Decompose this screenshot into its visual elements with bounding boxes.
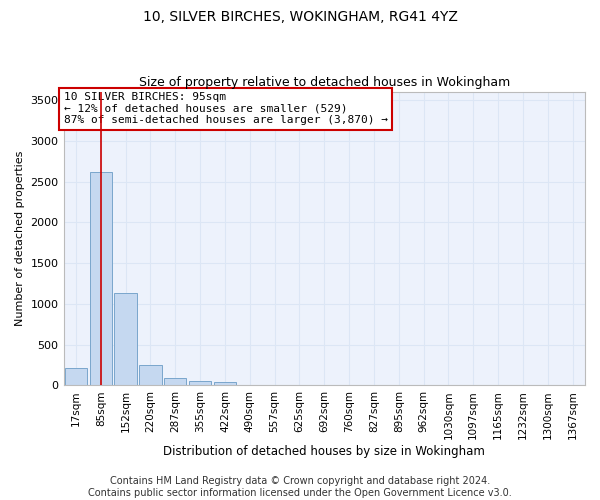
Bar — [189, 381, 211, 386]
Title: Size of property relative to detached houses in Wokingham: Size of property relative to detached ho… — [139, 76, 510, 90]
Bar — [89, 172, 112, 386]
Text: 10 SILVER BIRCHES: 95sqm
← 12% of detached houses are smaller (529)
87% of semi-: 10 SILVER BIRCHES: 95sqm ← 12% of detach… — [64, 92, 388, 126]
Bar — [115, 294, 137, 386]
Text: Contains HM Land Registry data © Crown copyright and database right 2024.
Contai: Contains HM Land Registry data © Crown c… — [88, 476, 512, 498]
Text: 10, SILVER BIRCHES, WOKINGHAM, RG41 4YZ: 10, SILVER BIRCHES, WOKINGHAM, RG41 4YZ — [143, 10, 457, 24]
Bar — [65, 368, 87, 386]
Bar — [214, 382, 236, 386]
X-axis label: Distribution of detached houses by size in Wokingham: Distribution of detached houses by size … — [163, 444, 485, 458]
Bar — [139, 364, 161, 386]
Y-axis label: Number of detached properties: Number of detached properties — [15, 151, 25, 326]
Bar — [164, 378, 187, 386]
